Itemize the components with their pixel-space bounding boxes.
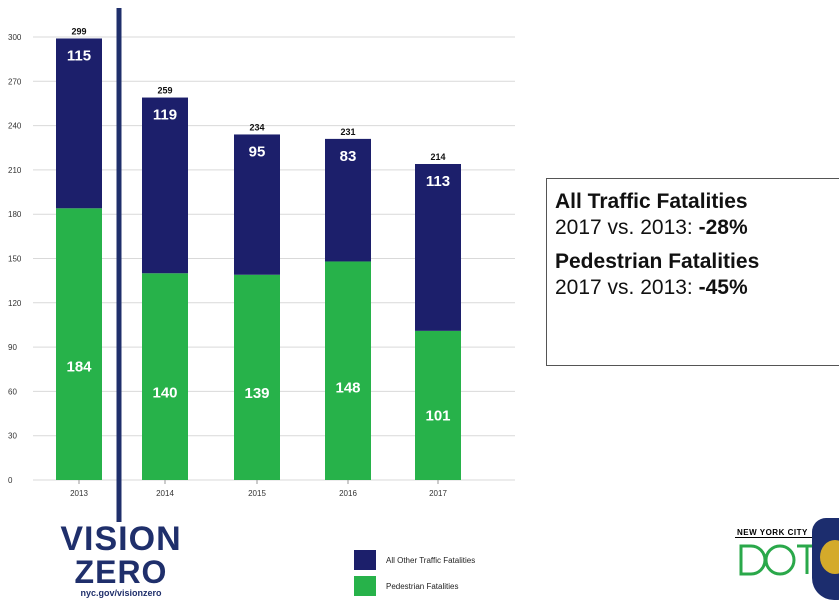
data-label-other-traffic: 83 <box>340 148 357 165</box>
all-traffic-change: 2017 vs. 2013: -28% <box>555 216 748 239</box>
stats-box: All Traffic Fatalities 2017 vs. 2013: -2… <box>546 178 839 366</box>
total-label: 214 <box>430 152 445 162</box>
y-tick-label: 300 <box>8 33 22 42</box>
data-label-other-traffic: 115 <box>67 47 91 64</box>
bar-pedestrian <box>56 208 102 480</box>
vision-zero-url: nyc.gov/visionzero <box>80 588 162 598</box>
data-label-pedestrian: 140 <box>152 384 177 401</box>
data-label-pedestrian: 139 <box>244 385 269 402</box>
nyc-dot-logo: NEW YORK CITY <box>735 528 821 596</box>
all-traffic-title: All Traffic Fatalities <box>555 190 748 213</box>
legend-label-other: All Other Traffic Fatalities <box>386 555 476 565</box>
bars: 184 115 299 140 119 259 139 95 234 148 83 231 101 113… <box>56 26 461 480</box>
x-tick-label: 2017 <box>429 489 447 498</box>
total-label: 231 <box>340 127 355 137</box>
legend-label-pedestrian: Pedestrian Fatalities <box>386 581 459 591</box>
data-label-other-traffic: 113 <box>426 173 450 190</box>
dot-logo-top-text: NEW YORK CITY <box>735 528 821 538</box>
bar-other-traffic <box>234 134 280 275</box>
y-tick-label: 150 <box>8 255 22 264</box>
data-label-other-traffic: 119 <box>153 107 177 124</box>
bar-pedestrian <box>142 273 188 480</box>
y-tick-label: 180 <box>8 210 22 219</box>
bar-pedestrian <box>325 261 371 480</box>
x-tick-label: 2013 <box>70 489 88 498</box>
bar-pedestrian <box>234 274 280 480</box>
badge-seal <box>820 540 839 574</box>
data-label-pedestrian: 101 <box>425 407 450 424</box>
bar-pedestrian <box>415 330 461 480</box>
vision-word: VISION <box>60 520 182 558</box>
bar-other-traffic <box>325 138 371 262</box>
total-label: 259 <box>157 86 172 96</box>
bar-other-traffic <box>142 97 188 274</box>
y-tick-label: 240 <box>8 122 22 131</box>
legend-swatch-other <box>354 550 376 570</box>
y-tick-label: 60 <box>8 387 17 396</box>
y-tick-label: 120 <box>8 299 22 308</box>
zero-word: ZERO <box>74 554 168 590</box>
total-label: 234 <box>249 122 264 132</box>
y-tick-label: 0 <box>8 476 13 485</box>
vision-zero-logo: VISION ZERO nyc.gov/visionzero <box>56 522 186 598</box>
y-axis-ticks: 0 30 60 90 120 150 180 210 240 270 300 <box>8 33 22 485</box>
legend: All Other Traffic Fatalities Pedestrian … <box>354 550 475 602</box>
y-tick-label: 210 <box>8 166 22 175</box>
pedestrian-title: Pedestrian Fatalities <box>555 250 760 273</box>
data-label-pedestrian: 184 <box>66 358 92 375</box>
pedestrian-change: 2017 vs. 2013: -45% <box>555 276 748 299</box>
data-label-other-traffic: 95 <box>249 143 266 160</box>
legend-swatch-pedestrian <box>354 576 376 596</box>
total-label: 299 <box>71 26 86 36</box>
legend-item-pedestrian: Pedestrian Fatalities <box>354 576 475 596</box>
data-label-pedestrian: 148 <box>335 380 360 397</box>
x-tick-label: 2016 <box>339 489 357 498</box>
x-tick-label: 2015 <box>248 489 266 498</box>
bar-other-traffic <box>415 163 461 331</box>
y-tick-label: 90 <box>8 343 17 352</box>
y-tick-label: 270 <box>8 77 22 86</box>
bar-other-traffic <box>56 38 102 209</box>
x-axis-ticks: 2013 2014 2015 2016 2017 <box>70 480 447 498</box>
x-tick-label: 2014 <box>156 489 174 498</box>
y-tick-label: 30 <box>8 432 17 441</box>
legend-item-other: All Other Traffic Fatalities <box>354 550 475 570</box>
nypd-badge-logo <box>812 518 839 600</box>
dot-logo-mark <box>739 544 817 576</box>
